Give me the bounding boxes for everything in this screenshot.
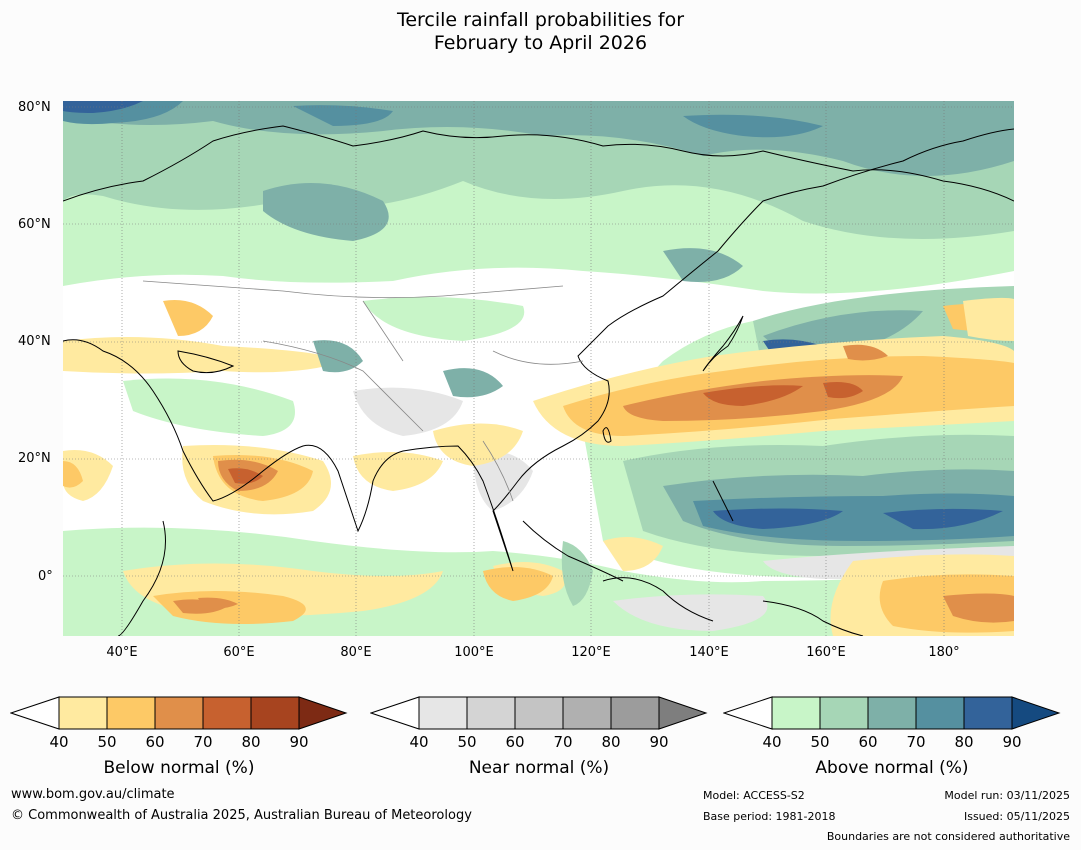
colorbar-below-seg-0: [10, 696, 60, 730]
colorbar-above-seg-0: [723, 696, 773, 730]
map-title: Tercile rainfall probabilities for Febru…: [0, 9, 1081, 55]
lat-label-20n: 20°N: [18, 451, 51, 466]
lon-label-140e: 140°E: [689, 645, 729, 660]
colorbar-near-seg-2: [466, 696, 516, 730]
above-tick-80: 80: [954, 733, 974, 751]
near-tick-80: 80: [601, 733, 621, 751]
below-tick-90: 90: [289, 733, 309, 751]
near-tick-40: 40: [409, 733, 429, 751]
colorbar-above-seg-4: [915, 696, 965, 730]
footer-copyright: © Commonwealth of Australia 2025, Austra…: [11, 808, 472, 823]
graticule: [63, 101, 1014, 636]
colorbar-below-seg-5: [250, 696, 300, 730]
colorbar-near-seg-0: [370, 696, 420, 730]
colorbar-below-seg-2: [106, 696, 156, 730]
lon-label-160e: 160°E: [806, 645, 846, 660]
lon-label-40e: 40°E: [106, 645, 138, 660]
footer-issued: Issued: 05/11/2025: [963, 810, 1070, 823]
footer-url: www.bom.gov.au/climate: [11, 787, 175, 802]
below-tick-80: 80: [241, 733, 261, 751]
lon-label-60e: 60°E: [223, 645, 255, 660]
footer-disclaimer: Boundaries are not considered authoritat…: [826, 830, 1070, 843]
near-tick-70: 70: [553, 733, 573, 751]
colorbar-above-seg-1: [771, 696, 821, 730]
colorbar-below-seg-4: [202, 696, 252, 730]
below-tick-60: 60: [145, 733, 165, 751]
colorbar-below-normal: [10, 696, 348, 730]
above-tick-70: 70: [906, 733, 926, 751]
title-line-2: February to April 2026: [433, 32, 648, 54]
lat-label-eq: 0°: [38, 569, 53, 584]
above-tick-60: 60: [858, 733, 878, 751]
probability-map: [63, 101, 1014, 636]
footer-model: Model: ACCESS-S2: [703, 789, 805, 802]
near-tick-50: 50: [457, 733, 477, 751]
below-tick-50: 50: [97, 733, 117, 751]
country-boundaries: [142, 280, 584, 502]
colorbar-above-seg-2: [819, 696, 869, 730]
lon-label-80e: 80°E: [340, 645, 372, 660]
footer-base-period: Base period: 1981-2018: [703, 810, 836, 823]
colorbar-near-normal: [370, 696, 708, 730]
below-tick-70: 70: [193, 733, 213, 751]
near-tick-60: 60: [505, 733, 525, 751]
colorbar-near-seg-4: [562, 696, 612, 730]
coastlines: [63, 125, 1014, 636]
above-tick-90: 90: [1002, 733, 1022, 751]
colorbar-near-seg-3: [514, 696, 564, 730]
colorbar-below-title: Below normal (%): [103, 758, 255, 778]
title-line-1: Tercile rainfall probabilities for: [396, 9, 685, 31]
colorbar-near-title: Near normal (%): [468, 758, 610, 778]
lon-label-120e: 120°E: [571, 645, 611, 660]
below-tick-40: 40: [49, 733, 69, 751]
colorbar-below-seg-3: [154, 696, 204, 730]
colorbar-above-title: Above normal (%): [815, 758, 969, 778]
colorbar-above-normal: [723, 696, 1061, 730]
colorbar-above-seg-6: [1011, 696, 1061, 730]
colorbar-near-seg-1: [418, 696, 468, 730]
colorbar-below-seg-6: [298, 696, 348, 730]
lat-label-40n: 40°N: [18, 334, 51, 349]
colorbar-near-seg-6: [658, 696, 708, 730]
colorbar-below-seg-1: [58, 696, 108, 730]
footer-model-run: Model run: 03/11/2025: [944, 789, 1070, 802]
colorbar-above-seg-3: [867, 696, 917, 730]
lat-label-60n: 60°N: [18, 217, 51, 232]
colorbar-above-seg-5: [963, 696, 1013, 730]
lon-label-180: 180°: [928, 645, 960, 660]
near-tick-90: 90: [649, 733, 669, 751]
above-tick-40: 40: [762, 733, 782, 751]
lon-label-100e: 100°E: [454, 645, 494, 660]
above-tick-50: 50: [810, 733, 830, 751]
colorbar-near-seg-5: [610, 696, 660, 730]
lat-label-80n: 80°N: [18, 100, 51, 115]
